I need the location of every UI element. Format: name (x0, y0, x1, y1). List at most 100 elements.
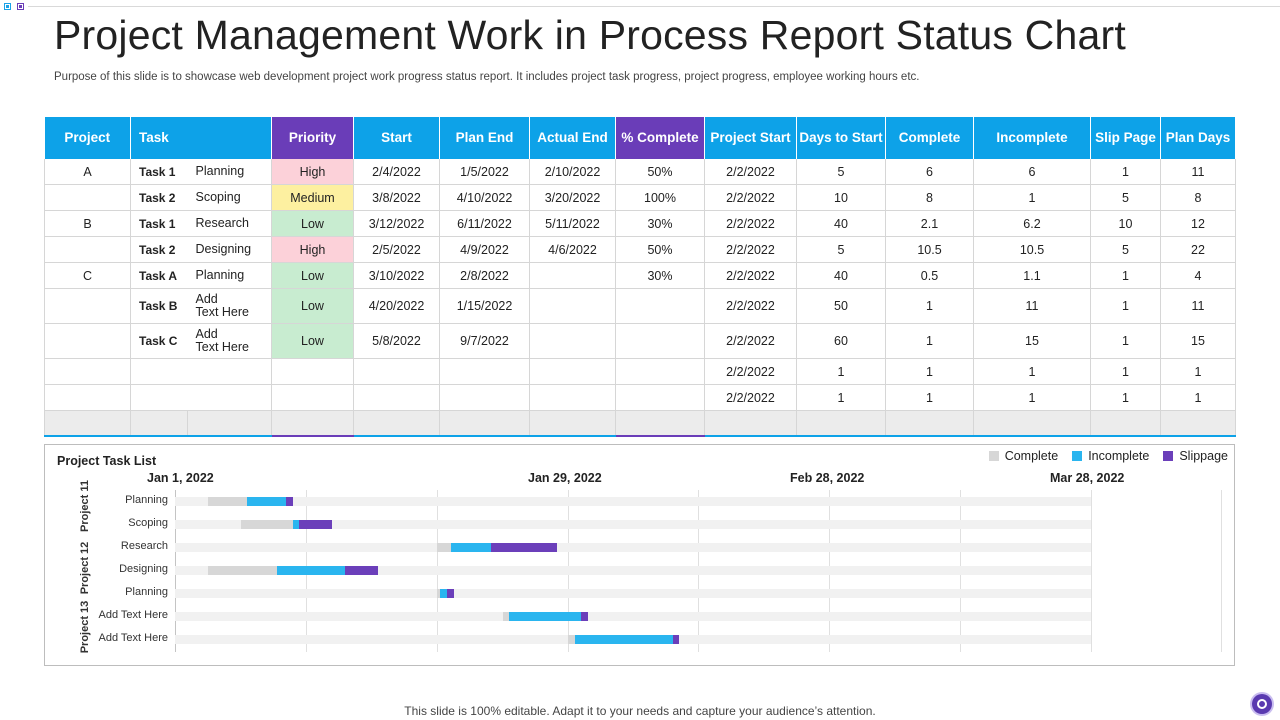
page-title: Project Management Work in Process Repor… (54, 12, 1126, 58)
cell-task-id: Task C (130, 323, 188, 359)
cell-complete: 2.1 (885, 210, 974, 237)
gantt-bar-slippage (447, 589, 455, 598)
cell-priority: Low (271, 262, 354, 289)
cell-project (44, 358, 131, 385)
cell-plan-days: 15 (1160, 323, 1236, 359)
header-plan-end: Plan End (439, 117, 530, 159)
footer-cell (796, 410, 886, 437)
task-row-label: Scoping (128, 517, 168, 529)
cell-task-name: Add Text Here (187, 288, 272, 324)
cell-days-to-start: 1 (796, 358, 886, 385)
cell-slip-page: 1 (1090, 288, 1161, 324)
gantt-bar-slippage (491, 543, 557, 552)
gantt-bar-complete (207, 497, 248, 506)
cell-task-name: Add Text Here (187, 323, 272, 359)
cell-plan-end: 9/7/2022 (439, 323, 530, 359)
cell-slip-page: 5 (1090, 184, 1161, 211)
footer-cell (353, 410, 440, 437)
cell-actual-end: 5/11/2022 (529, 210, 616, 237)
cell-plan-days: 22 (1160, 236, 1236, 263)
cell-task-id: Task 2 (130, 184, 188, 211)
wip-status-table: Project Task Priority Start Plan End Act… (44, 117, 1236, 437)
cell-incomplete: 6.2 (973, 210, 1091, 237)
gantt-bar-complete (437, 543, 451, 552)
gantt-bar-slippage (581, 612, 588, 621)
cell-slip-page: 1 (1090, 384, 1161, 411)
cell-pct-complete: 30% (615, 262, 705, 289)
header-project-start: Project Start (704, 117, 797, 159)
task-row-label: Add Text Here (98, 632, 168, 644)
cell-pct-complete: 50% (615, 236, 705, 263)
legend-label-incomplete: Incomplete (1088, 449, 1150, 463)
table-row: Task 2 Scoping Medium 3/8/2022 4/10/2022 3/20… (44, 184, 1236, 211)
cell-plan-end: 4/9/2022 (439, 236, 530, 263)
cell-days-to-start: 1 (796, 384, 886, 411)
cell-plan-days: 11 (1160, 288, 1236, 324)
footer-cell (271, 410, 354, 437)
legend-item-complete: Complete (988, 449, 1058, 463)
grid-line (1221, 490, 1222, 652)
cell-start: 3/10/2022 (353, 262, 440, 289)
footer-cell (615, 410, 705, 437)
footer-cell (704, 410, 797, 437)
header-project: Project (44, 117, 131, 159)
cell-project-start: 2/2/2022 (704, 358, 797, 385)
corner-square-blue-icon (4, 3, 11, 10)
cell-priority: Medium (271, 184, 354, 211)
table-footer-row (44, 410, 1236, 437)
cell-priority: High (271, 236, 354, 263)
table-header-row: Project Task Priority Start Plan End Act… (44, 117, 1236, 159)
footer-cell (1160, 410, 1236, 437)
date-tick-label: Feb 28, 2022 (790, 471, 865, 485)
footer-cell (885, 410, 974, 437)
cell-task-name: Research (187, 210, 272, 237)
cell-start: 4/20/2022 (353, 288, 440, 324)
cell-task-id: Task 1 (130, 210, 188, 237)
cell-task-id: Task A (130, 262, 188, 289)
cell-project (44, 384, 131, 411)
cell-priority (271, 384, 354, 411)
cell-project-start: 2/2/2022 (704, 210, 797, 237)
corner-square-purple-icon (17, 3, 24, 10)
cell-incomplete: 1 (973, 384, 1091, 411)
cell-project (44, 236, 131, 263)
gantt-bar-incomplete (292, 520, 300, 529)
task-row-label: Planning (125, 494, 168, 506)
cell-actual-end (529, 384, 616, 411)
table-row: C Task A Planning Low 3/10/2022 2/8/2022 30% 2/… (44, 262, 1236, 289)
cell-plan-end: 4/10/2022 (439, 184, 530, 211)
task-row-label: Add Text Here (98, 609, 168, 621)
cell-actual-end (529, 323, 616, 359)
page-subtitle: Purpose of this slide is to showcase web… (54, 71, 920, 83)
cell-complete: 8 (885, 184, 974, 211)
header-complete: Complete (885, 117, 974, 159)
gantt-title: Project Task List (57, 454, 157, 468)
cell-slip-page: 5 (1090, 236, 1161, 263)
cell-priority: Low (271, 323, 354, 359)
cell-pct-complete: 100% (615, 184, 705, 211)
table-row: 2/2/2022 1 1 1 1 1 (44, 358, 1236, 385)
cell-project-start: 2/2/2022 (704, 323, 797, 359)
header-incomplete: Incomplete (973, 117, 1091, 159)
cell-start: 2/4/2022 (353, 159, 440, 185)
gantt-bar-incomplete (509, 612, 582, 621)
cell-project: A (44, 159, 131, 185)
cell-slip-page: 1 (1090, 323, 1161, 359)
task-name-line: Text Here (195, 305, 250, 319)
gantt-bar-slippage (345, 566, 379, 575)
gantt-bar-incomplete (247, 497, 287, 506)
gantt-bar-slippage (672, 635, 680, 644)
cell-actual-end (529, 288, 616, 324)
legend-swatch-complete (988, 451, 999, 461)
cell-project-start: 2/2/2022 (704, 184, 797, 211)
header-task: Task (130, 117, 272, 159)
cell-actual-end: 4/6/2022 (529, 236, 616, 263)
cell-days-to-start: 40 (796, 210, 886, 237)
cell-incomplete: 1 (973, 358, 1091, 385)
gantt-bar-slippage (286, 497, 293, 506)
cell-incomplete: 1 (973, 184, 1091, 211)
cell-days-to-start: 5 (796, 159, 886, 185)
header-days-to-start: Days to Start (796, 117, 886, 159)
table-body: A Task 1 Planning High 2/4/2022 1/5/2022 2/10/… (44, 159, 1236, 437)
cell-pct-complete: 30% (615, 210, 705, 237)
